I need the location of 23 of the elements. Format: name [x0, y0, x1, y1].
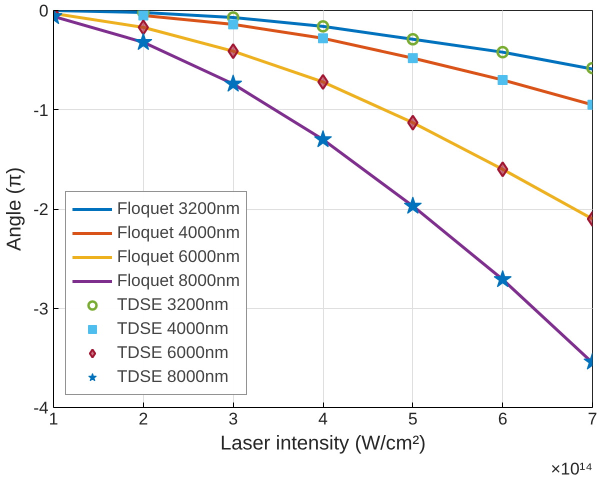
text: ×10¹⁴ — [550, 460, 593, 478]
legend-label: TDSE 8000nm — [117, 366, 228, 388]
legend-label: Floquet 4000nm — [117, 222, 240, 244]
legend-label: Floquet 8000nm — [117, 270, 240, 292]
y-axis-title: Angle (π) — [3, 167, 26, 251]
x-tick-label: 5 — [408, 410, 418, 428]
x-axis-title: Laser intensity (W/cm²) — [220, 432, 426, 454]
y-tick-label: -2 — [33, 200, 49, 219]
legend-label: Floquet 6000nm — [117, 246, 240, 268]
x-tick-label: 1 — [48, 410, 58, 428]
x-tick-label: 4 — [318, 410, 328, 428]
y-tick-label: 0 — [39, 2, 49, 20]
x-tick-label: 2 — [138, 410, 148, 428]
y-tick-label: -1 — [33, 100, 49, 120]
x-tick-label: 7 — [588, 410, 598, 428]
legend-label: TDSE 6000nm — [117, 342, 228, 364]
legend-label: TDSE 3200nm — [117, 294, 228, 316]
y-tick-label: -4 — [33, 398, 49, 418]
legend-label: TDSE 4000nm — [117, 318, 228, 340]
legend-label: Floquet 3200nm — [117, 198, 240, 220]
x-tick-label: 6 — [498, 410, 508, 428]
y-tick-label: -3 — [33, 299, 49, 318]
x-tick-label: 3 — [228, 410, 238, 428]
